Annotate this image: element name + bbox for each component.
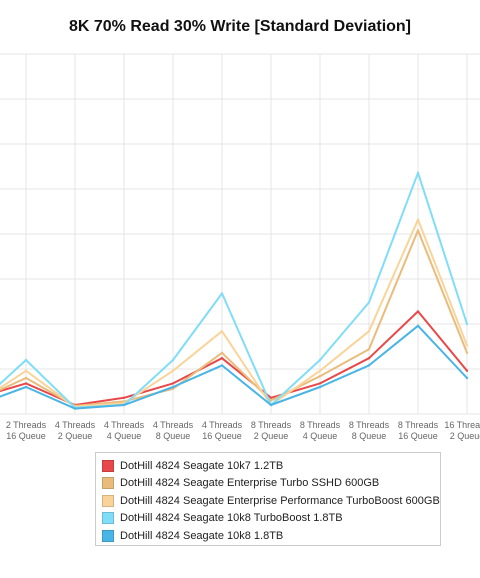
- legend-item[interactable]: DotHill 4824 Seagate Enterprise Turbo SS…: [102, 475, 440, 493]
- data-point: [465, 351, 469, 354]
- data-point: [220, 330, 224, 333]
- series-2: [0, 229, 469, 408]
- data-point: [465, 322, 469, 326]
- data-point: [416, 324, 420, 327]
- grid: [0, 53, 480, 415]
- data-point: [367, 348, 371, 351]
- legend-item[interactable]: DotHill 4824 Seagate Enterprise Performa…: [102, 492, 440, 510]
- legend-label: DotHill 4824 Seagate Enterprise Turbo SS…: [120, 477, 380, 490]
- x-tick-label: 4 Threads 4 Queue: [104, 420, 145, 441]
- data-point: [24, 358, 28, 362]
- legend-item[interactable]: DotHill 4824 Seagate 10k8 1.8TB: [102, 527, 440, 545]
- series-5: [0, 324, 469, 410]
- x-tick-label: 8 Threads 16 Queue: [398, 420, 439, 441]
- data-point: [367, 330, 371, 333]
- x-tick-label: 4 Threads 8 Queue: [153, 420, 194, 441]
- data-point: [416, 310, 420, 313]
- data-point: [122, 396, 126, 399]
- data-point: [269, 399, 273, 402]
- data-point: [24, 376, 28, 380]
- data-point: [220, 364, 224, 367]
- legend: DotHill 4824 Seagate 10k7 1.2TB DotHill 4…: [95, 452, 441, 546]
- legend-swatch: [102, 529, 114, 542]
- legend-swatch: [102, 512, 114, 525]
- legend-label: DotHill 4824 Seagate Enterprise Performa…: [120, 494, 440, 507]
- data-point: [24, 382, 28, 385]
- legend-label: DotHill 4824 Seagate 10k8 TurboBoost 1.8…: [120, 512, 343, 525]
- x-tick-label: 8 Threads 4 Queue: [300, 420, 341, 441]
- legend-swatch: [102, 477, 114, 490]
- data-point: [171, 358, 175, 362]
- series-line: [0, 310, 468, 406]
- data-point: [318, 385, 322, 389]
- data-point: [416, 171, 420, 174]
- data-point: [416, 218, 420, 221]
- chart-title: 8K 70% Read 30% Write [Standard Deviatio…: [68, 18, 412, 35]
- series-3: [0, 218, 469, 408]
- series-layer: [0, 171, 469, 410]
- series-1: [0, 310, 469, 407]
- legend-item[interactable]: DotHill 4824 Seagate 10k8 TurboBoost 1.8…: [102, 510, 440, 528]
- data-point: [24, 385, 28, 389]
- data-point: [171, 385, 175, 389]
- data-point: [416, 229, 420, 232]
- legend-swatch: [102, 494, 114, 507]
- data-point: [220, 351, 224, 354]
- series-line: [0, 171, 468, 409]
- data-point: [171, 369, 175, 372]
- x-tick-label: 2 Threads 16 Queue: [6, 420, 47, 441]
- data-point: [465, 376, 469, 380]
- data-point: [122, 403, 126, 407]
- data-point: [367, 301, 371, 304]
- x-tick-label: 4 Threads 2 Queue: [55, 420, 96, 441]
- legend-label: DotHill 4824 Seagate 10k7 1.2TB: [120, 459, 284, 472]
- x-tick-label: 8 Threads 8 Queue: [349, 420, 390, 441]
- data-point: [269, 396, 273, 399]
- data-point: [220, 292, 224, 295]
- data-point: [24, 369, 28, 372]
- data-point: [318, 369, 322, 372]
- series-line: [0, 218, 468, 408]
- x-tick-label: 8 Threads 2 Queue: [251, 420, 292, 441]
- data-point: [269, 403, 273, 407]
- data-point: [220, 357, 224, 360]
- legend-label: DotHill 4824 Seagate 10k8 1.8TB: [120, 529, 284, 542]
- data-point: [73, 407, 77, 410]
- data-point: [318, 358, 322, 362]
- data-point: [465, 344, 469, 347]
- data-point: [318, 382, 322, 385]
- data-point: [465, 369, 469, 372]
- data-point: [171, 382, 175, 385]
- data-point: [318, 375, 322, 378]
- legend-item[interactable]: DotHill 4824 Seagate 10k7 1.2TB: [102, 457, 440, 475]
- series-4: [0, 171, 469, 409]
- data-point: [367, 357, 371, 360]
- x-tick-label: 4 Threads 16 Queue: [202, 420, 243, 441]
- legend-swatch: [102, 459, 114, 472]
- data-point: [367, 364, 371, 367]
